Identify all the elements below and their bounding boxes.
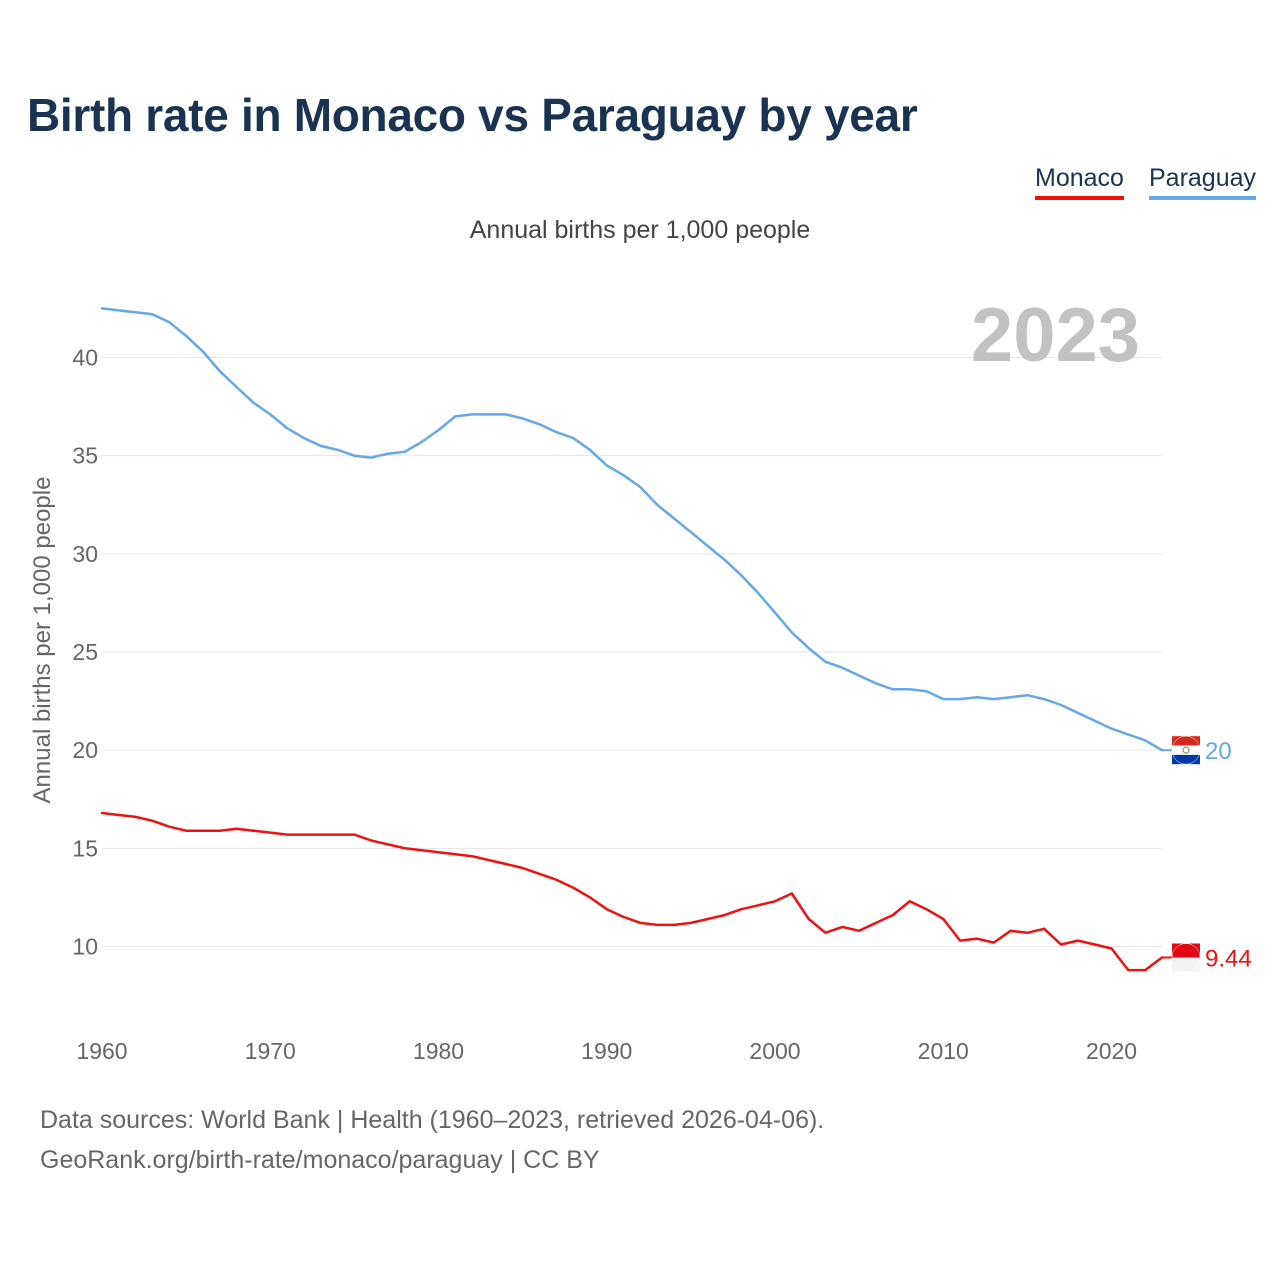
y-tick-label: 35 [72,443,98,469]
x-tick-label: 2020 [1086,1038,1137,1064]
chart-subtitle: Annual births per 1,000 people [469,216,811,244]
x-tick-label: 1970 [245,1038,296,1064]
series-end-label-paraguay: 20 [1205,738,1232,765]
monaco-flag-red-band [1172,943,1200,958]
series-line-monaco [100,811,1164,972]
monaco-flag-icon [1171,943,1201,972]
chart-title: Birth rate in Monaco vs Paraguay by year [27,89,918,141]
paraguay-flag-red-band [1172,736,1200,746]
x-tick-label: 2000 [749,1038,800,1064]
series-end-label-monaco: 9.44 [1205,945,1252,972]
paraguay-flag-emblem-icon [1182,746,1190,754]
y-tick-label: 15 [72,835,98,861]
year-watermark: 2023 [971,293,1140,378]
y-tick-label: 10 [72,934,98,960]
line-chart: 10 15 20 25 30 35 40 1960 1970 1980 1990 2000 2010 20… [29,293,1252,1064]
x-tick-label: 2010 [918,1038,969,1064]
x-tick-label: 1990 [581,1038,632,1064]
x-tick-label: 1980 [413,1038,464,1064]
y-tick-label: 30 [72,541,98,567]
paraguay-flag-icon [1171,735,1201,765]
y-tick-label: 25 [72,639,98,665]
paraguay-flag-blue-band [1172,754,1200,765]
paraguay-flag-white-band [1172,745,1200,755]
source-link[interactable]: GeoRank.org/birth-rate/monaco/paraguay |… [40,1146,600,1174]
legend-item-monaco[interactable]: Monaco [1035,164,1124,200]
x-tick-label: 1960 [76,1038,127,1064]
legend-item-paraguay[interactable]: Paraguay [1149,164,1257,200]
monaco-flag-white-band [1172,957,1200,972]
y-tick-label: 20 [72,737,98,763]
y-axis-label: Annual births per 1,000 people [29,477,56,804]
series-line-paraguay [100,307,1164,752]
y-tick-label: 40 [72,345,98,371]
source-note: Data sources: World Bank | Health (1960–… [40,1106,825,1134]
